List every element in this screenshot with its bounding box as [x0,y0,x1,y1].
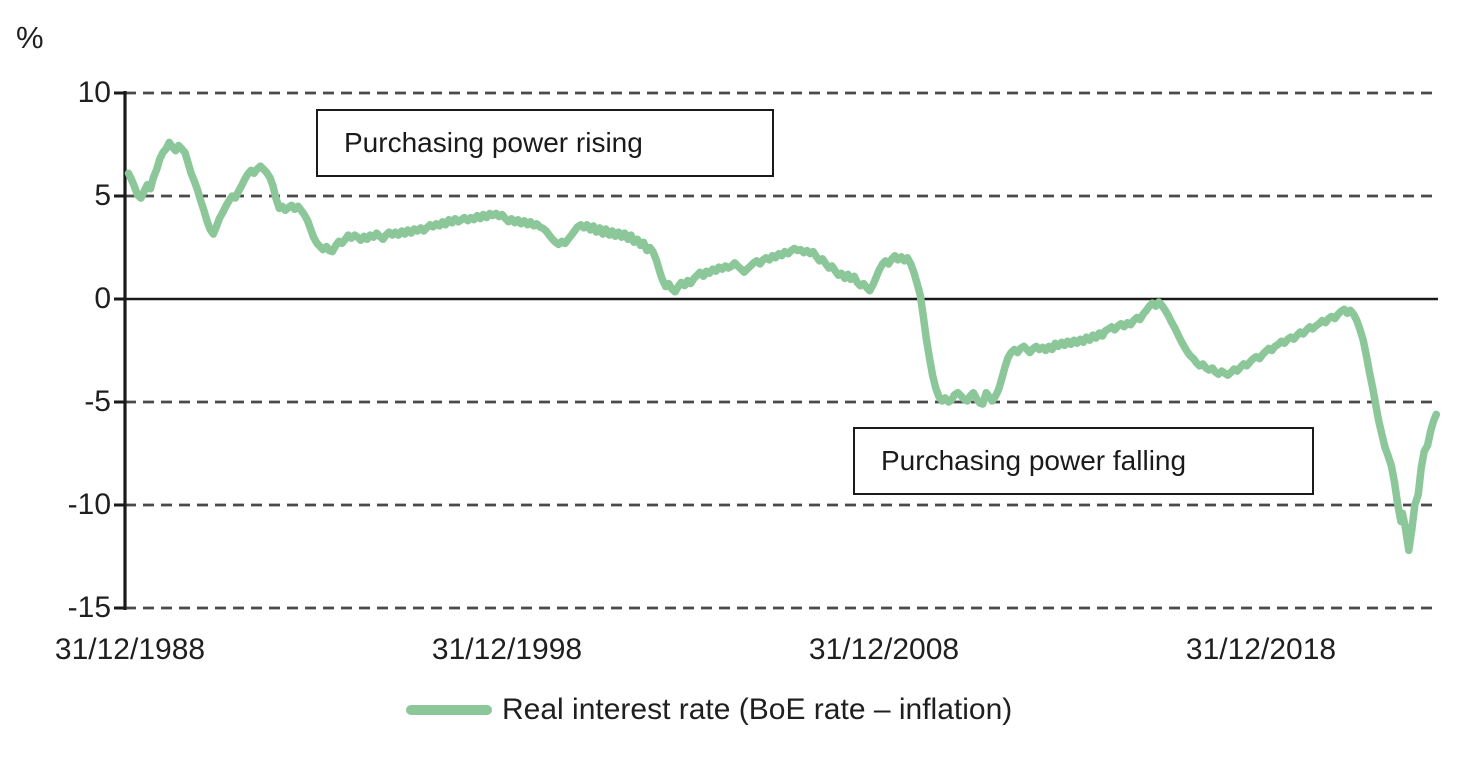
y-tick-label--5: -5 [84,385,111,418]
y-tick-label--15: -15 [67,591,111,624]
annotation-box-purchasing-power-rising: Purchasing power rising [316,109,774,177]
y-tick-label-0: 0 [94,282,111,315]
y-tick-label-10: 10 [77,76,111,109]
y-tick-label-5: 5 [94,179,111,212]
x-tick-label-31-12-1998: 31/12/1998 [431,633,583,666]
y-tick-label--10: -10 [67,488,111,521]
annotation-box-purchasing-power-falling: Purchasing power falling [853,427,1314,495]
legend-line-swatch [406,705,492,715]
annotation-text-rising: Purchasing power rising [344,127,643,158]
y-axis-unit-label: % [16,20,44,55]
x-tick-label-31-12-2008: 31/12/2008 [808,633,960,666]
legend: Real interest rate (BoE rate – inflation… [406,691,1012,729]
x-tick-label-31-12-1988: 31/12/1988 [54,633,206,666]
series-line-real-interest-rate [124,138,1441,555]
legend-label: Real interest rate (BoE rate – inflation… [502,693,1013,726]
x-tick-label-31-12-2018: 31/12/2018 [1185,633,1337,666]
annotation-text-falling: Purchasing power falling [881,445,1187,476]
